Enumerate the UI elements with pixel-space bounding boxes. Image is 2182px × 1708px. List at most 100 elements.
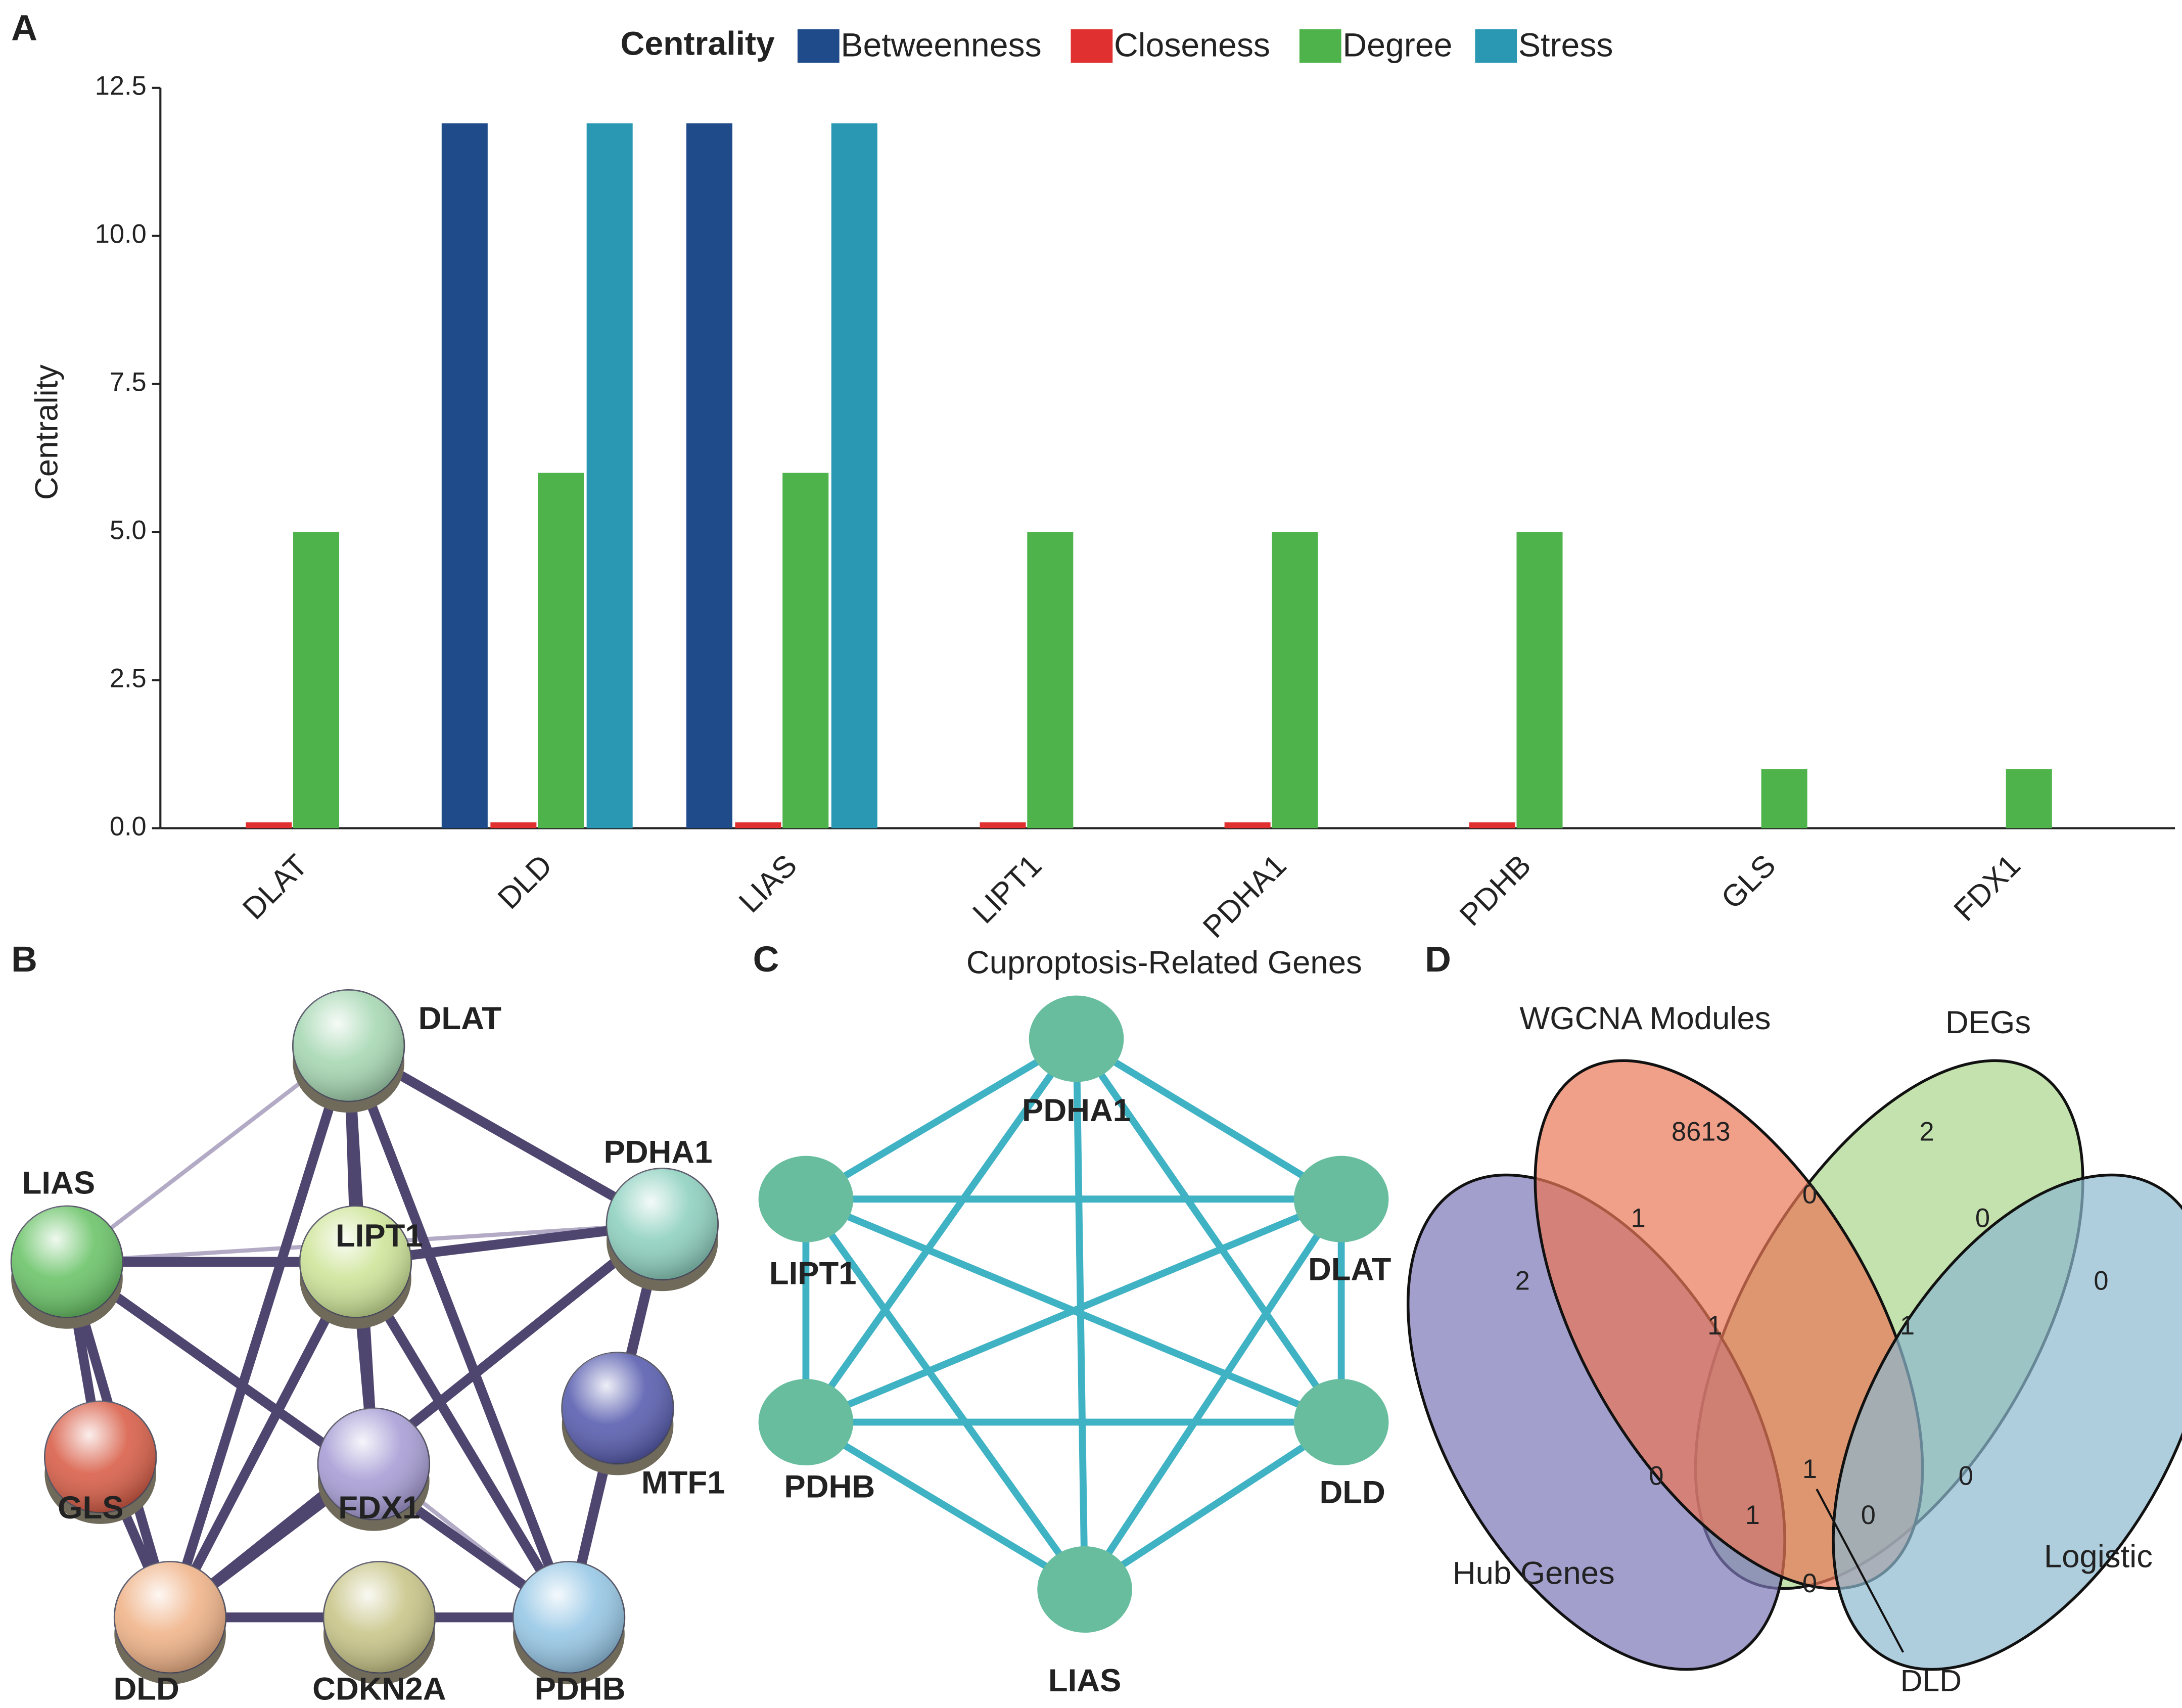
node-label: LIAS [1048,1663,1121,1698]
edge [804,1419,1087,1593]
y-tick-label: 0.0 [110,812,147,841]
x-tick-label: LIAS [732,848,803,919]
edge [1073,1037,1344,1424]
y-tick-label: 2.5 [110,664,147,693]
venn-set [1832,1173,2182,1671]
node-gloss [44,1401,157,1513]
callout-line [1816,1488,1905,1653]
node-label: LIPT1 [769,1256,857,1291]
bar [1272,532,1318,828]
x-tick-label: FDX1 [1947,848,2027,928]
edge [803,1197,1088,1592]
region-count: 1 [1745,1501,1760,1530]
edge [344,1044,574,1620]
edge [1074,1036,1343,1203]
node-gloss [300,1206,411,1318]
x-tick-label: DLD [491,848,559,915]
node-label: PDHA1 [1022,1093,1131,1128]
node-label: DLD [1319,1475,1385,1510]
node-gloss [562,1352,674,1464]
node-label: DLAT [419,1001,502,1036]
node [758,1156,854,1242]
bar [735,822,781,828]
set-label: DEGs [1945,1005,2031,1040]
bar [980,822,1026,828]
legend-label: Betweenness [841,26,1041,64]
region-count: 1 [1707,1311,1722,1341]
bar [246,822,292,828]
y-tick-label: 12.5 [95,72,147,101]
bar [1224,822,1271,828]
x-tick-label: PDHA1 [1196,848,1292,944]
bar [831,123,877,828]
x-tick-label: LIPT1 [966,848,1048,930]
edge [64,1258,572,1622]
edge [351,1259,573,1620]
panel-label: A [11,8,37,49]
bar [490,822,537,828]
node-gloss [323,1561,435,1674]
legend-title: Centrality [621,25,775,63]
set-label: Logistic [2044,1539,2153,1575]
set-label: Hub Genes [1453,1556,1615,1591]
region-count: 8613 [1672,1117,1731,1146]
bar [293,532,340,828]
edge [1082,1197,1344,1592]
edge [166,1259,360,1620]
node-label: CDKN2A [312,1672,446,1707]
region-count: 1 [1802,1455,1817,1484]
node-gloss [317,1408,430,1520]
legend-swatch [1475,29,1517,63]
edge [804,1195,1343,1425]
bar [1761,769,1807,828]
node-label: MTF1 [641,1465,725,1500]
region-count: 0 [1975,1204,1990,1233]
region-count: 1 [1631,1204,1646,1233]
region-count: 0 [1802,1180,1817,1210]
node-label: DLAT [1308,1252,1391,1287]
node-label: GLS [58,1490,123,1526]
region-count: 2 [1920,1117,1934,1146]
node-gloss [114,1561,226,1674]
region-count: 0 [1861,1501,1876,1530]
x-tick-label: PDHB [1453,848,1537,932]
node-label: PDHB [535,1672,626,1707]
legend-label: Closeness [1114,26,1270,64]
bar [441,123,488,828]
bar [2006,769,2052,828]
node-gloss [606,1168,718,1280]
callout-label: DLD [1900,1663,1962,1697]
edge [1083,1419,1343,1593]
edge [804,1036,1079,1203]
node-label: FDX1 [338,1490,420,1526]
x-tick-label: DLAT [236,848,314,926]
bar [538,473,584,828]
y-tick-label: 7.5 [110,367,147,397]
region-count: 0 [1802,1569,1817,1598]
edge [803,1037,1080,1424]
node-label: LIPT1 [336,1218,423,1254]
node [1037,1546,1132,1633]
region-count: 0 [1649,1462,1663,1491]
legend-label: Stress [1518,26,1613,64]
bar [1516,532,1563,828]
node-gloss [513,1561,625,1674]
legend-swatch [1299,29,1341,63]
region-count: 0 [1959,1462,1973,1491]
panel-label: C [753,939,779,980]
bar [586,123,633,828]
y-axis-label: Centrality [29,364,64,500]
node-gloss [11,1206,123,1318]
x-tick-label: GLS [1714,848,1782,915]
y-tick-label: 5.0 [110,516,147,545]
node [758,1379,854,1466]
network-title: Cuproptosis-Related Genes [966,945,1362,981]
node [1293,1156,1389,1242]
node-label: LIAS [22,1165,96,1201]
set-label: WGCNA Modules [1519,1001,1771,1036]
bar [1469,822,1515,828]
panel-a: Centrality Centrality [29,25,2175,829]
bar [782,473,829,828]
